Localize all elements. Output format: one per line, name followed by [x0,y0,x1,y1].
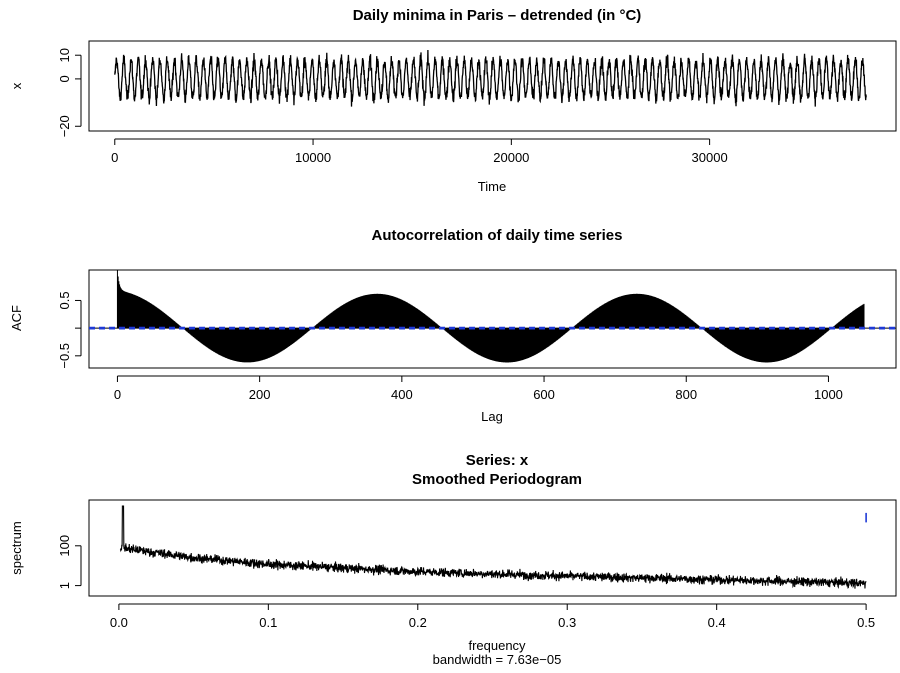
x-tick-label: 0.5 [857,615,875,630]
axes-time-series: 0 10000 20000 30000 −20 0 10 [57,48,728,165]
x-tick-label: 10000 [295,150,331,165]
y-tick-label: 0 [57,75,72,82]
panel-time-series: Daily minima in Paris – detrended (in °C… [9,7,897,194]
y-tick-label: 10 [57,48,72,62]
x-tick-label: 1000 [814,387,843,402]
y-tick-label: 0.5 [57,291,72,309]
x-tick-label: 800 [675,387,697,402]
x-tick-label: 0.2 [409,615,427,630]
plot-frame-time-series [88,40,897,132]
x-tick-label: 0.1 [259,615,277,630]
x-tick-label: 600 [533,387,555,402]
ylabel-periodogram: spectrum [9,521,24,574]
y-tick-label: −0.5 [57,343,72,369]
acf-bars [116,269,865,363]
xlabel-sub-periodogram: bandwidth = 7.63e−05 [433,652,562,667]
ylabel-time-series: x [9,82,24,89]
series-acf [89,269,896,363]
x-tick-label: 30000 [692,150,728,165]
y-tick-label: 1 [57,582,72,589]
x-tick-label: 0.3 [558,615,576,630]
spectrum-line [119,505,867,589]
x-tick-label: 0 [114,387,121,402]
y-tick-label: 100 [57,535,72,557]
panel-acf: Autocorrelation of daily time series 0 20… [9,227,897,424]
series-periodogram [119,505,867,589]
plot-frame-periodogram [88,499,897,597]
series-line [114,49,867,107]
title-time-series: Daily minima in Paris – detrended (in °C… [353,7,642,24]
x-tick-label: 0 [111,150,118,165]
title-periodogram: Series: x [466,452,529,469]
x-tick-label: 200 [249,387,271,402]
xlabel-time-series: Time [478,179,506,194]
subtitle-periodogram: Smoothed Periodogram [412,471,582,488]
x-tick-label: 0.0 [110,615,128,630]
xlabel-periodogram: frequency [468,638,526,653]
plot-frame-acf [88,269,897,369]
y-tick-label: −20 [57,115,72,137]
x-tick-label: 0.4 [708,615,726,630]
series-time-series [114,49,867,107]
title-acf: Autocorrelation of daily time series [372,227,623,244]
x-tick-label: 400 [391,387,413,402]
axes-periodogram: 0.0 0.1 0.2 0.3 0.4 0.5 1 100 [57,535,875,630]
xlabel-acf: Lag [481,409,503,424]
x-tick-label: 20000 [493,150,529,165]
axes-acf: 0 200 400 600 800 1000 −0.5 0.5 [57,291,843,402]
ylabel-acf: ACF [9,305,24,331]
panel-periodogram: Series: x Smoothed Periodogram 0.0 0.1 0.2… [9,452,897,667]
